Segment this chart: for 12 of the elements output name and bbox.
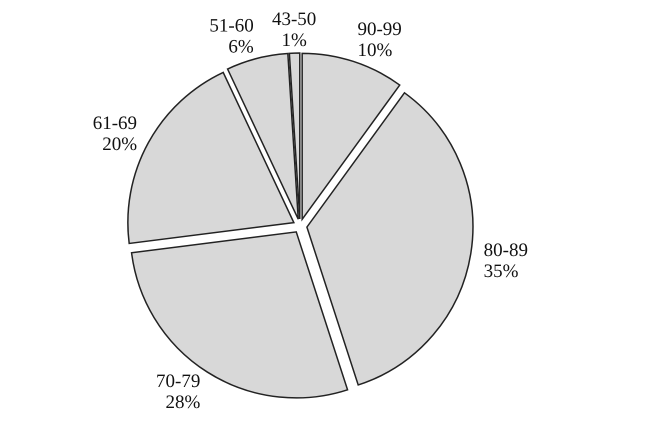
slice-label: 90-99 xyxy=(357,18,402,40)
data-label: 28% xyxy=(166,392,201,414)
slice-label: 51-60 xyxy=(209,15,254,36)
slice-label: 70-79 xyxy=(156,371,200,392)
data-label: 1% xyxy=(281,30,307,52)
slice-label: 80-89 xyxy=(484,240,528,261)
data-label: 6% xyxy=(228,36,254,58)
slice-label: 43-50 xyxy=(272,9,316,30)
slice-label: 61-69 xyxy=(92,113,138,134)
data-label: 20% xyxy=(102,134,138,156)
data-label: 35% xyxy=(484,260,519,282)
data-label: 10% xyxy=(357,40,392,61)
